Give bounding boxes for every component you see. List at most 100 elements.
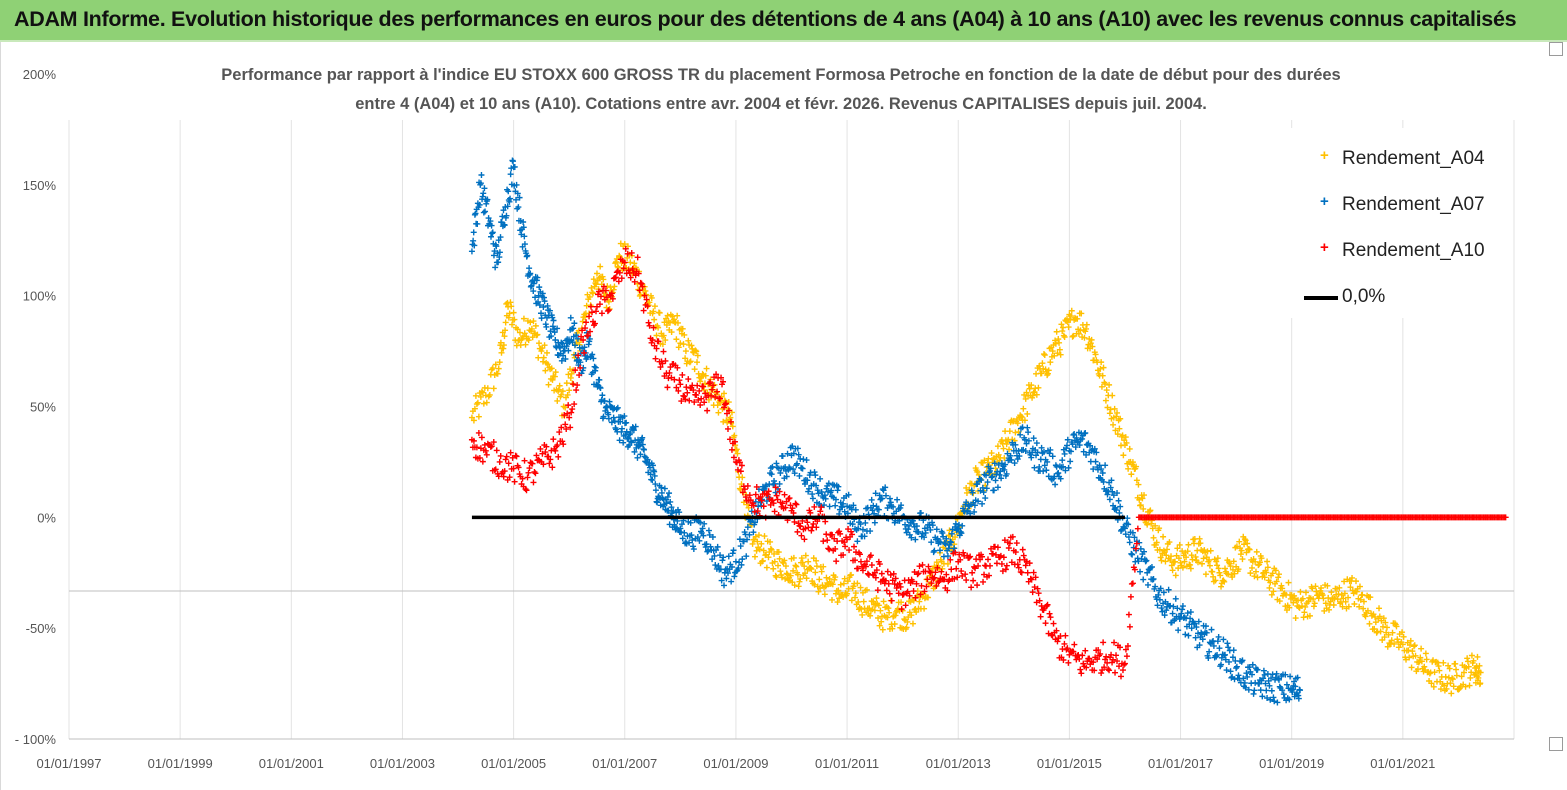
data-point xyxy=(565,402,572,409)
data-point xyxy=(937,539,944,546)
data-point xyxy=(1020,552,1027,559)
data-point xyxy=(745,504,752,511)
data-point xyxy=(1117,644,1123,651)
data-point xyxy=(916,598,923,605)
data-point xyxy=(607,284,614,291)
data-point xyxy=(991,460,998,467)
data-point xyxy=(1129,529,1136,536)
data-point xyxy=(532,322,539,329)
data-point xyxy=(1152,583,1159,590)
y-tick-label: - 100% xyxy=(15,732,57,747)
data-point xyxy=(1246,546,1253,553)
data-point xyxy=(515,204,522,211)
data-point xyxy=(943,535,950,542)
data-point xyxy=(714,402,721,409)
data-point xyxy=(998,475,1005,482)
data-point xyxy=(1207,547,1214,554)
data-point xyxy=(1147,507,1154,514)
data-point xyxy=(625,434,632,441)
data-point xyxy=(490,439,497,446)
data-point xyxy=(1096,462,1103,469)
data-point xyxy=(1052,337,1059,344)
data-point xyxy=(1052,481,1059,488)
data-point xyxy=(715,409,722,416)
data-point xyxy=(1185,632,1192,639)
data-point xyxy=(903,529,910,536)
data-point xyxy=(600,413,607,420)
data-point xyxy=(556,382,563,389)
resize-handle-bottom-right[interactable] xyxy=(1549,737,1563,751)
data-point xyxy=(1391,640,1398,647)
data-point xyxy=(701,520,708,527)
data-point xyxy=(1150,534,1157,541)
data-point xyxy=(634,454,641,461)
data-point xyxy=(989,473,996,480)
data-point xyxy=(714,388,721,395)
data-point xyxy=(540,354,547,361)
data-point xyxy=(818,488,825,495)
data-point xyxy=(1271,698,1278,705)
data-point xyxy=(1280,691,1287,698)
data-point xyxy=(944,560,951,567)
data-point xyxy=(789,443,796,450)
legend-item-zero[interactable]: 0,0% xyxy=(1282,282,1512,312)
data-point xyxy=(673,384,680,391)
data-point xyxy=(1126,539,1133,546)
data-point xyxy=(1064,645,1071,652)
data-point xyxy=(691,399,698,406)
data-point xyxy=(739,474,746,481)
data-point xyxy=(944,587,951,594)
data-point xyxy=(912,536,919,543)
legend-item-a04[interactable]: + Rendement_A04 xyxy=(1282,144,1512,174)
data-point xyxy=(746,531,753,538)
data-point xyxy=(551,329,558,336)
data-point xyxy=(1192,553,1199,560)
legend-item-a10[interactable]: + Rendement_A10 xyxy=(1282,236,1512,266)
data-point xyxy=(885,605,892,612)
data-point xyxy=(1501,514,1508,521)
data-point xyxy=(1039,360,1046,367)
data-point xyxy=(768,471,775,478)
data-point xyxy=(1025,429,1032,436)
resize-handle-top-right[interactable] xyxy=(1549,42,1563,56)
data-point xyxy=(726,436,733,443)
data-point xyxy=(892,612,899,619)
data-point xyxy=(705,527,712,534)
legend-item-a07[interactable]: + Rendement_A07 xyxy=(1282,190,1512,220)
data-point xyxy=(543,443,550,450)
data-point xyxy=(822,518,829,525)
data-point xyxy=(1002,566,1009,573)
data-point xyxy=(792,500,799,507)
data-point xyxy=(1062,632,1069,639)
data-point xyxy=(497,234,504,241)
data-point xyxy=(600,283,607,290)
data-point xyxy=(508,465,515,472)
data-point xyxy=(1239,657,1246,664)
data-point xyxy=(648,339,655,346)
data-point xyxy=(576,357,583,364)
data-point xyxy=(825,545,832,552)
data-point xyxy=(1185,541,1192,548)
data-point xyxy=(799,559,806,566)
data-point xyxy=(1006,428,1013,435)
data-point xyxy=(914,571,921,578)
data-point xyxy=(720,378,727,385)
data-point xyxy=(1187,565,1194,572)
data-point xyxy=(698,395,705,402)
data-point xyxy=(766,481,773,488)
data-point xyxy=(1259,693,1266,700)
data-point xyxy=(479,389,486,396)
data-point xyxy=(644,456,651,463)
data-point xyxy=(812,569,819,576)
data-point xyxy=(613,258,620,265)
data-point xyxy=(564,391,571,398)
data-point xyxy=(910,588,917,595)
data-point xyxy=(1059,457,1066,464)
data-point xyxy=(566,387,573,394)
data-point xyxy=(476,454,483,461)
data-point xyxy=(1300,614,1307,621)
data-point xyxy=(1251,687,1258,694)
data-point xyxy=(1222,565,1228,572)
data-point xyxy=(849,521,856,528)
data-point xyxy=(783,570,790,577)
